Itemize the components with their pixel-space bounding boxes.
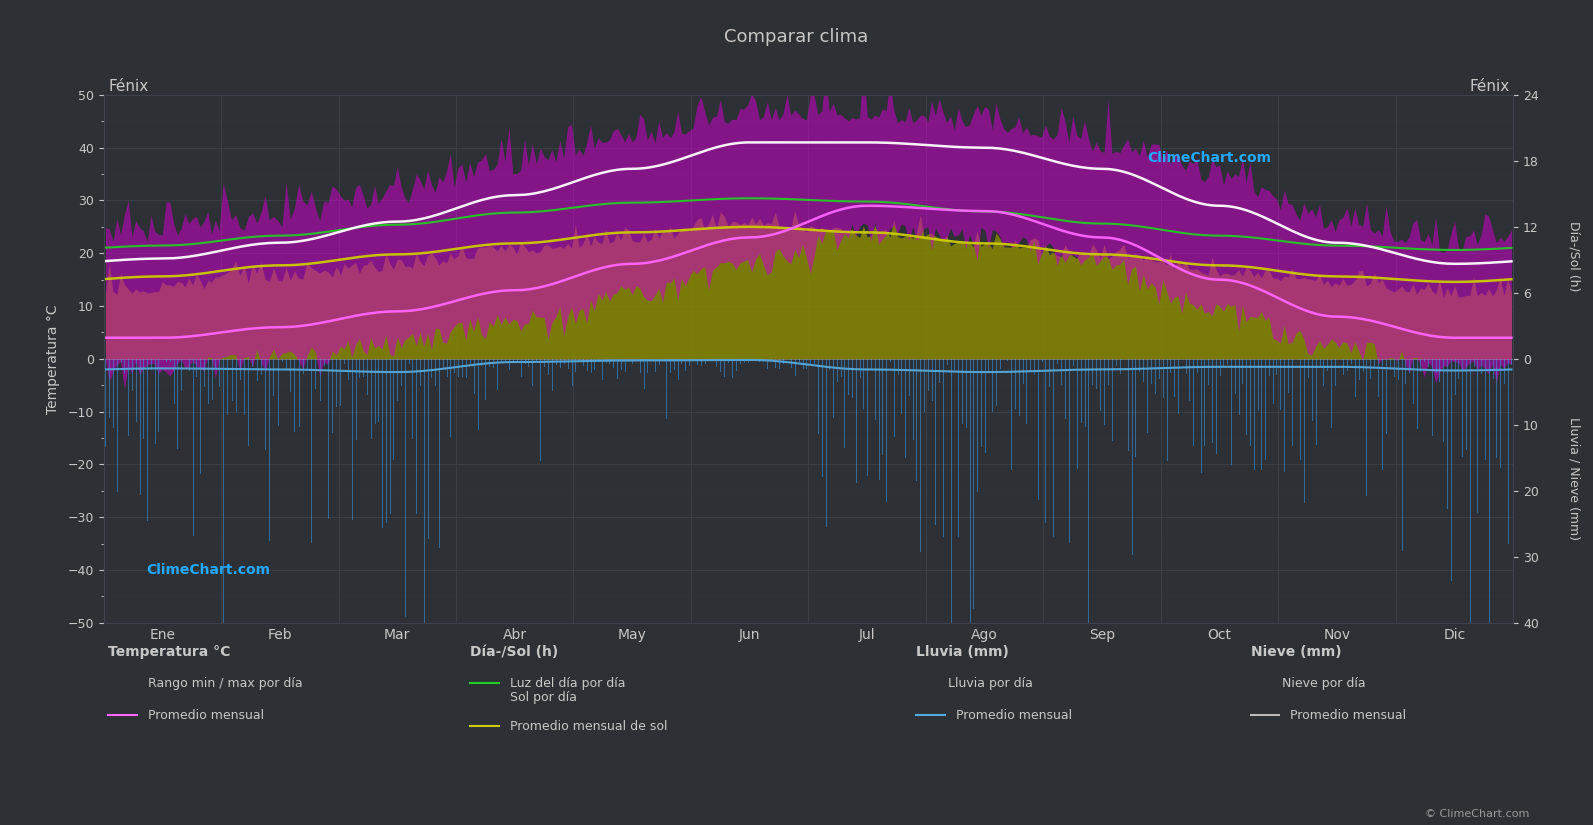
Text: Promedio mensual: Promedio mensual (1290, 709, 1407, 722)
Text: Nieve (mm): Nieve (mm) (1251, 645, 1341, 659)
Text: Día-/Sol (h): Día-/Sol (h) (1568, 220, 1580, 291)
Text: Lluvia / Nieve (mm): Lluvia / Nieve (mm) (1568, 417, 1580, 540)
Text: Luz del día por día: Luz del día por día (510, 676, 626, 690)
Text: ClimeChart.com: ClimeChart.com (147, 563, 269, 577)
Text: Comparar clima: Comparar clima (725, 28, 868, 46)
Text: Promedio mensual: Promedio mensual (956, 709, 1072, 722)
Text: © ClimeChart.com: © ClimeChart.com (1424, 808, 1529, 818)
Text: Temperatura °C: Temperatura °C (108, 645, 231, 659)
Text: Promedio mensual de sol: Promedio mensual de sol (510, 719, 667, 733)
Text: ClimeChart.com: ClimeChart.com (1147, 151, 1271, 165)
Text: Sol por día: Sol por día (510, 691, 577, 704)
Y-axis label: Temperatura °C: Temperatura °C (46, 304, 61, 413)
Text: Lluvia por día: Lluvia por día (948, 676, 1032, 690)
Text: Rango min / max por día: Rango min / max por día (148, 676, 303, 690)
Text: Nieve por día: Nieve por día (1282, 676, 1365, 690)
Text: Lluvia (mm): Lluvia (mm) (916, 645, 1008, 659)
Text: Día-/Sol (h): Día-/Sol (h) (470, 645, 558, 659)
Text: Promedio mensual: Promedio mensual (148, 709, 264, 722)
Text: Fénix: Fénix (1470, 79, 1510, 94)
Text: Fénix: Fénix (108, 79, 148, 94)
